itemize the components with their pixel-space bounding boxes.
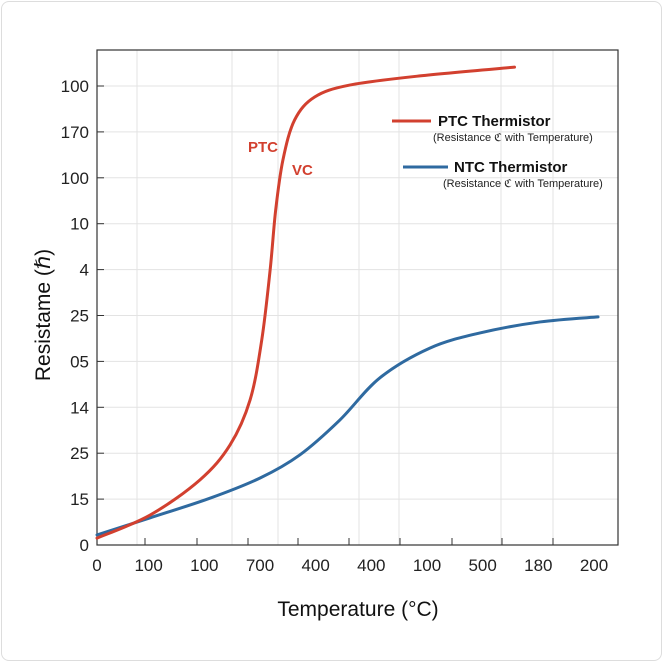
y-tick-label: 25	[70, 444, 89, 463]
grid	[97, 50, 618, 545]
legend-sub-ptc: (Resistance ℭ with Temperature)	[433, 132, 593, 144]
y-axis: 0 15 25 14 05 25 4 10 100 170 100	[61, 77, 104, 555]
annotation-vc: VC	[292, 162, 313, 179]
x-tick-label: 100	[190, 556, 218, 575]
x-axis-label: Temperature (°C)	[277, 598, 438, 621]
ptc-series-line	[95, 65, 516, 540]
y-tick-label: 100	[61, 77, 89, 96]
y-tick-label: 15	[70, 490, 89, 509]
x-tick-label: 100	[134, 556, 162, 575]
legend-sub-ntc: (Resistance ℭ with Temperature)	[443, 178, 603, 190]
y-tick-label: 100	[61, 169, 89, 188]
plot-frame	[96, 49, 619, 546]
y-tick-label: 4	[80, 261, 89, 280]
legend-label-ntc: NTC Thermistor	[454, 159, 568, 176]
y-tick-label: 0	[80, 536, 89, 555]
ntc-series-line	[95, 315, 600, 537]
x-tick-label: 200	[580, 556, 608, 575]
y-tick-label: 25	[70, 307, 89, 326]
y-axis-label: Resistame (ℏ)	[32, 249, 55, 381]
y-tick-label: 170	[61, 123, 89, 142]
x-tick-label: 400	[357, 556, 385, 575]
y-tick-label: 14	[70, 398, 89, 417]
x-tick-label: 100	[413, 556, 441, 575]
y-tick-label: 05	[70, 352, 89, 371]
legend: PTC Thermistor (Resistance ℭ with Temper…	[392, 113, 603, 190]
x-tick-label: 0	[92, 556, 101, 575]
x-tick-label: 180	[524, 556, 552, 575]
series-lines	[95, 65, 600, 540]
x-tick-label: 700	[246, 556, 274, 575]
x-tick-label: 500	[468, 556, 496, 575]
y-tick-label: 10	[70, 215, 89, 234]
legend-label-ptc: PTC Thermistor	[438, 113, 551, 130]
x-axis: 0 100 100 700 400 400 100 500 180 200	[92, 538, 608, 575]
annotation-ptc: PTC	[248, 139, 278, 156]
x-tick-label: 400	[301, 556, 329, 575]
